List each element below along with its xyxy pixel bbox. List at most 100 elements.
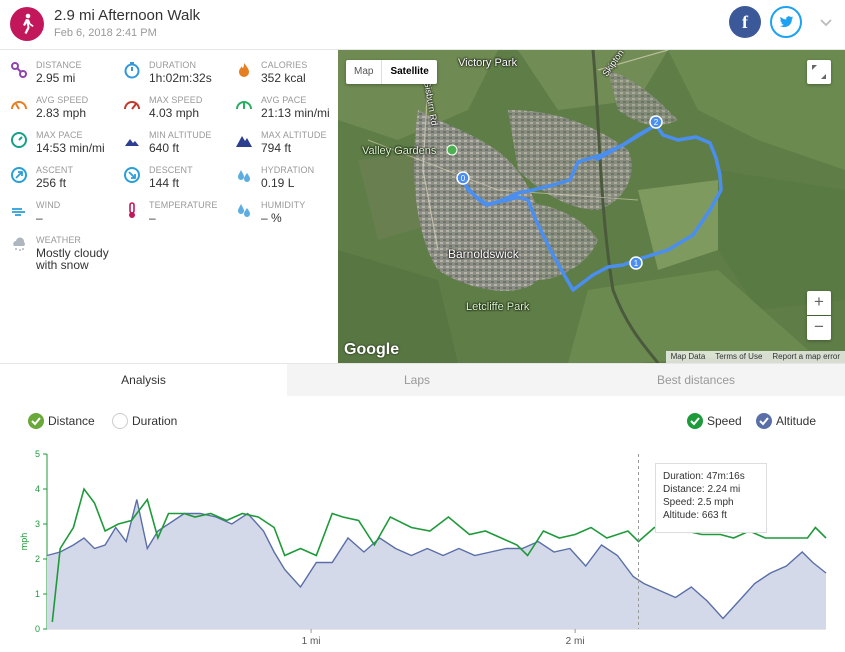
facebook-share-button[interactable]: f	[729, 6, 761, 38]
stats-panel: DISTANCE 2.95 mi DURATION 1h:02m:32s CALORIE…	[0, 50, 338, 363]
stat-value: –	[36, 211, 43, 225]
speed-toggle-label: Speed	[707, 414, 742, 428]
duration-toggle-label: Duration	[132, 414, 178, 428]
stat-label: AVG PACE	[261, 95, 307, 105]
water-drops-icon	[235, 166, 253, 184]
stat-label: DESCENT	[149, 165, 193, 175]
series-speed-toggle[interactable]: Speed	[687, 412, 747, 430]
ascent-icon	[10, 166, 28, 184]
x-tick-label: 2 mi	[566, 636, 585, 647]
stat-avg-speed: AVG SPEED 2.83 mph	[0, 94, 115, 128]
stat-value: 2.95 mi	[36, 71, 76, 85]
empty-circle-icon	[112, 413, 128, 429]
park-pin-icon	[446, 144, 458, 156]
stat-weather: WEATHER Mostly cloudy with snow	[0, 234, 115, 271]
x-axis-duration-toggle[interactable]: Duration	[112, 412, 192, 430]
stat-label: MAX SPEED	[149, 95, 203, 105]
route-mile-2-marker[interactable]: 2	[649, 115, 663, 129]
humidity-icon	[235, 201, 253, 219]
y-tick-label: 2	[35, 554, 40, 564]
speedometer-icon	[10, 96, 28, 114]
y-axis-label: mph	[19, 533, 29, 551]
y-tick-label: 4	[35, 484, 40, 494]
stat-label: DISTANCE	[36, 60, 82, 70]
stat-hydration: HYDRATION 0.19 L	[225, 164, 340, 198]
stat-label: WIND	[36, 200, 61, 210]
tab-laps[interactable]: Laps	[403, 373, 431, 387]
stat-calories: CALORIES 352 kcal	[225, 59, 340, 93]
zoom-out-button[interactable]: −	[807, 316, 831, 340]
series-altitude-toggle[interactable]: Altitude	[756, 412, 836, 430]
terms-of-use-link[interactable]: Terms of Use	[715, 352, 763, 361]
svg-text:1: 1	[634, 259, 639, 268]
stat-max-speed: MAX SPEED 4.03 mph	[113, 94, 228, 128]
map-data-link[interactable]: Map Data	[670, 352, 706, 361]
cloud-snow-icon	[10, 236, 28, 254]
stat-temperature: TEMPERATURE –	[113, 199, 228, 233]
stat-wind: WIND –	[0, 199, 115, 233]
walking-person-icon	[10, 7, 44, 41]
x-tick-label: 1 mi	[302, 636, 321, 647]
route-mile-1-marker[interactable]: 1	[629, 256, 643, 270]
stat-min-altitude: MIN ALTITUDE 640 ft	[113, 129, 228, 163]
stat-value: 640 ft	[149, 141, 180, 155]
stat-label: CALORIES	[261, 60, 308, 70]
altitude-toggle-label: Altitude	[776, 414, 817, 428]
map-label-victory-park: Victory Park	[458, 57, 518, 69]
x-axis-distance-toggle[interactable]: Distance	[28, 412, 108, 430]
stat-value: 4.03 mph	[149, 106, 200, 120]
stat-value: 352 kcal	[261, 71, 306, 85]
checkmark-icon	[28, 413, 44, 429]
analysis-tabs: Analysis Laps Best distances	[0, 363, 845, 397]
y-tick-label: 5	[35, 449, 40, 459]
speedometer-max-icon	[123, 96, 141, 114]
activity-title: 2.9 mi Afternoon Walk	[54, 7, 201, 24]
activity-header: 2.9 mi Afternoon Walk Feb 6, 2018 2:41 P…	[0, 0, 845, 50]
fullscreen-button[interactable]	[807, 60, 831, 84]
stat-max-altitude: MAX ALTITUDE 794 ft	[225, 129, 340, 163]
fullscreen-icon	[812, 65, 826, 79]
stat-label: HUMIDITY	[261, 200, 306, 210]
stat-descent: DESCENT 144 ft	[113, 164, 228, 198]
route-icon	[10, 61, 28, 79]
speed-altitude-chart[interactable]: 0 1 2 3 4 5 mph 1 mi 2 mi	[0, 440, 845, 652]
stat-value: 2.83 mph	[36, 106, 87, 120]
svg-text:2: 2	[654, 118, 659, 127]
stat-distance: DISTANCE 2.95 mi	[0, 59, 115, 93]
map-label-letcliffe-park: Letcliffe Park	[466, 301, 530, 313]
stat-value: –	[149, 211, 156, 225]
chart-tooltip: Duration: 47m:16s Distance: 2.24 mi Spee…	[655, 463, 767, 533]
map-type-satellite-button[interactable]: Satellite	[390, 66, 429, 77]
mountain-high-icon	[235, 131, 253, 149]
checkmark-icon	[756, 413, 772, 429]
satellite-map-imagery: 0 1 2	[338, 50, 845, 363]
route-map[interactable]: 0 1 2 Victory Park Valley Gardens Barnol…	[338, 50, 845, 363]
stat-value: 21:13 min/mi	[261, 106, 330, 120]
tab-best-distances[interactable]: Best distances	[656, 373, 736, 387]
route-start-marker[interactable]: 0	[456, 171, 470, 185]
map-footer: Map Data Terms of Use Report a map error	[665, 351, 845, 363]
stat-label: MAX ALTITUDE	[261, 130, 327, 140]
speed-series-line	[51, 487, 827, 623]
stat-max-pace: MAX PACE 14:53 min/mi	[0, 129, 115, 163]
stat-label: WEATHER	[36, 235, 82, 245]
stat-label: AVG SPEED	[36, 95, 89, 105]
report-map-error-link[interactable]: Report a map error	[772, 352, 840, 361]
map-type-switcher: Map Satellite	[346, 60, 437, 84]
map-type-map-button[interactable]: Map	[346, 60, 383, 84]
zoom-in-button[interactable]: +	[807, 291, 831, 315]
stat-humidity: HUMIDITY – %	[225, 199, 340, 233]
tab-analysis[interactable]: Analysis	[0, 364, 287, 397]
stat-value: 256 ft	[36, 176, 67, 190]
max-pace-icon	[10, 131, 28, 149]
stat-value: 144 ft	[149, 176, 180, 190]
twitter-bird-icon	[780, 16, 794, 28]
stat-value: – %	[261, 211, 282, 225]
chevron-down-icon[interactable]	[818, 14, 834, 30]
stat-value: 1h:02m:32s	[149, 71, 212, 85]
checkmark-icon	[687, 413, 703, 429]
map-label-valley-gardens: Valley Gardens	[362, 145, 437, 157]
twitter-share-button[interactable]	[770, 6, 802, 38]
flame-icon	[235, 61, 253, 79]
tooltip-speed: Speed: 2.5 mph	[663, 497, 734, 508]
